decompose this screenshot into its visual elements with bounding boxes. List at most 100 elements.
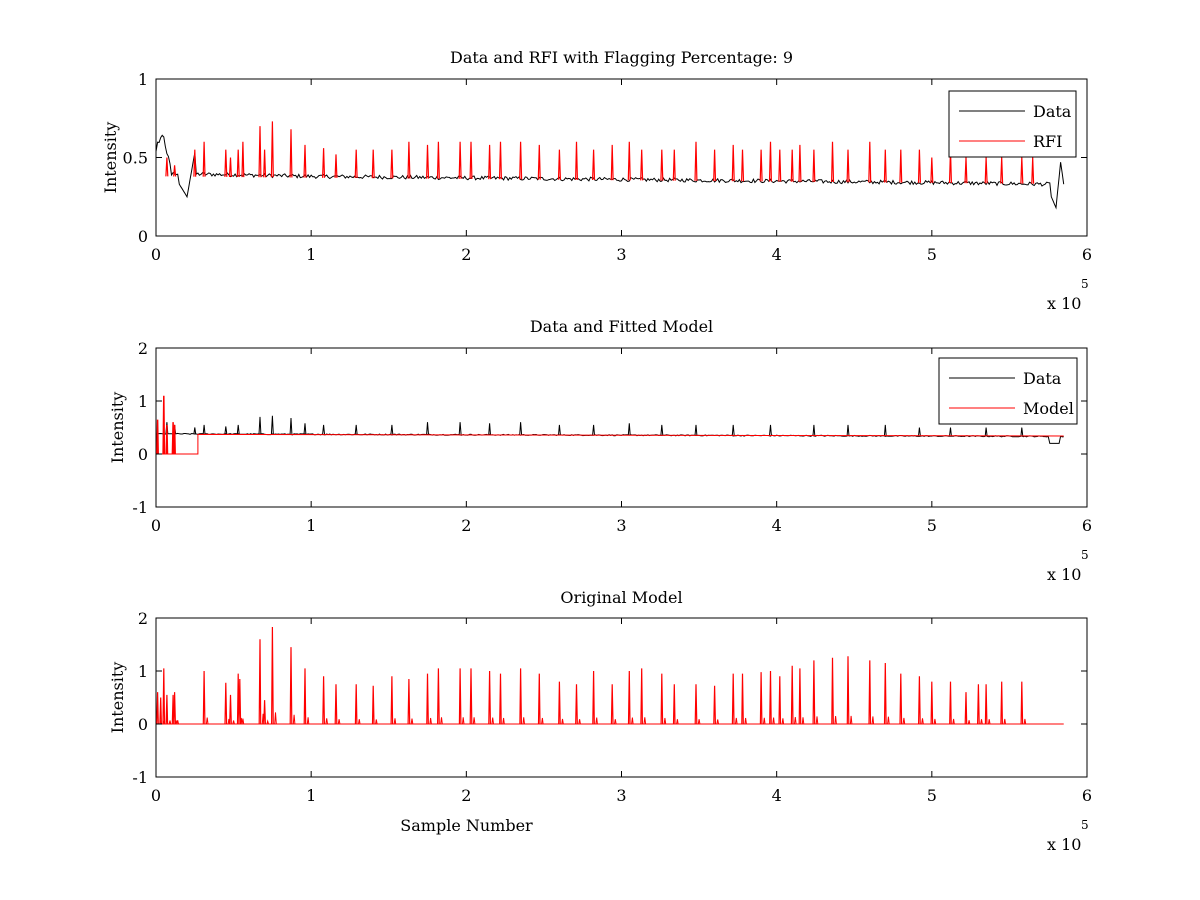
data-spike [918,427,921,437]
model-spike [831,657,834,725]
data-spike [627,423,631,436]
data-spike [303,423,307,435]
x-tick-label: 4 [772,786,782,805]
model-bump [266,719,269,725]
model-spike [694,684,698,725]
model-spike [371,685,375,725]
model-bump [887,716,890,725]
model-spike [229,694,232,725]
y-axis-label: Intensity [101,122,120,194]
model-spike [488,670,491,725]
series-line-model [156,433,1064,455]
rfi-spike [354,149,358,179]
y-tick-label: 1 [138,392,148,411]
rfi-spike [694,141,698,181]
model-bump [205,717,209,725]
x-tick-label: 4 [772,516,782,535]
rfi-spike [458,141,462,179]
rfi-spike [165,157,169,177]
model-bump [462,717,465,725]
rfi-spike [334,154,338,178]
data-spike [289,417,293,435]
legend-box [948,90,1077,158]
model-spike [263,700,266,725]
x-tick-label: 5 [927,786,937,805]
model-spike [162,668,166,725]
model-spike [949,681,952,725]
legend-label: RFI [1033,132,1062,151]
model-bump [522,717,525,725]
data-spike [1020,427,1024,437]
model-bump [232,720,235,725]
x-tick-label: 0 [151,786,161,805]
model-bump [933,718,937,725]
y-tick-label: 1 [138,70,148,89]
data-spike [354,424,358,435]
model-spike [731,673,735,725]
rfi-spike [672,149,676,181]
model-spike [713,685,716,725]
x-tick-label: 2 [461,786,471,805]
data-spike [488,423,491,435]
x-tick-label: 1 [306,516,316,535]
model-bump [491,717,494,725]
series-line-data [155,134,1065,210]
model-spike [868,660,872,725]
model-bump [834,715,837,725]
model-bump [429,717,432,725]
model-spike [469,668,473,725]
data-spike [846,424,850,436]
y-axis-label: Intensity [108,662,127,734]
model-spike [165,694,169,725]
model-bump [561,718,564,725]
rfi-spike [868,141,872,183]
x-axis-multiplier: x 10 [1047,294,1081,313]
x-tick-label: 4 [772,245,782,264]
rfi-spike [173,165,177,177]
x-axis-label: Sample Number [400,816,533,835]
rfi-spike [790,149,794,182]
model-spike [610,684,614,725]
model-bump [595,717,598,725]
x-axis-multiplier-exponent: 5 [1081,818,1089,832]
model-spike [173,424,176,455]
model-spike [156,419,159,455]
model-bump [325,718,328,725]
model-bump [410,718,414,725]
model-bump [744,717,747,725]
legend-label: Data [1023,369,1062,388]
data-spike [458,422,462,435]
model-bump [772,717,775,725]
model-bump [697,719,701,725]
rfi-spike [407,141,411,179]
model-spike [769,670,772,725]
model-bump [988,719,991,725]
model-spike [798,668,802,725]
model-bump [306,717,310,725]
y-tick-label: 2 [138,339,148,358]
model-spike [202,670,206,725]
model-bump [902,717,906,725]
model-bump [176,720,179,725]
rfi-spike [371,149,375,179]
model-bump [241,718,245,725]
model-bump [794,716,797,725]
legend-label: Data [1033,102,1072,121]
model-spike [458,668,462,725]
model-spike [627,670,631,725]
x-tick-label: 1 [306,245,316,264]
axes-box [155,617,1088,778]
y-tick-label: 0.5 [123,149,148,168]
model-spike [238,678,242,725]
model-spike [390,676,394,725]
model-bump [980,719,983,725]
data-spike [270,415,274,435]
model-bump [1003,718,1006,725]
model-bump [292,714,296,725]
model-spike [575,684,578,725]
x-tick-label: 3 [616,516,626,535]
rfi-spike [592,149,596,181]
model-spike [499,673,502,725]
model-bump [614,719,617,725]
